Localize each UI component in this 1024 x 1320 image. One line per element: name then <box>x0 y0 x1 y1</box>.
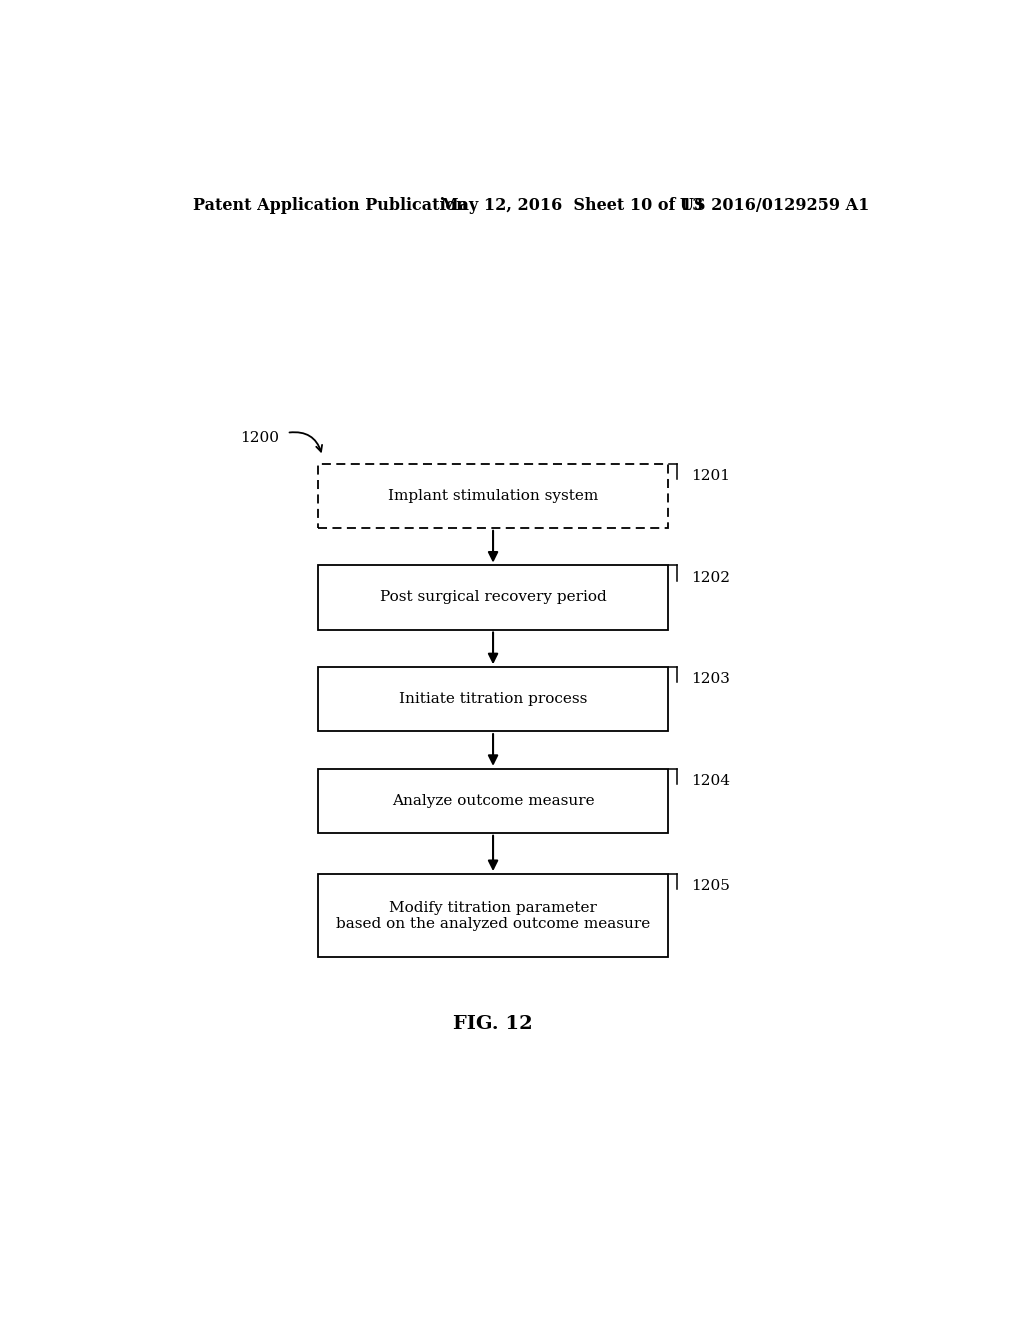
Text: US 2016/0129259 A1: US 2016/0129259 A1 <box>680 197 869 214</box>
Text: 1202: 1202 <box>691 570 730 585</box>
Text: 1204: 1204 <box>691 774 730 788</box>
Text: 1201: 1201 <box>691 469 730 483</box>
FancyBboxPatch shape <box>318 565 668 630</box>
Text: Implant stimulation system: Implant stimulation system <box>388 488 598 503</box>
Text: Analyze outcome measure: Analyze outcome measure <box>392 793 594 808</box>
Text: May 12, 2016  Sheet 10 of 13: May 12, 2016 Sheet 10 of 13 <box>441 197 703 214</box>
FancyBboxPatch shape <box>318 768 668 833</box>
Text: Post surgical recovery period: Post surgical recovery period <box>380 590 606 605</box>
Text: Patent Application Publication: Patent Application Publication <box>194 197 468 214</box>
FancyBboxPatch shape <box>318 463 668 528</box>
Text: FIG. 12: FIG. 12 <box>454 1015 532 1034</box>
Text: Initiate titration process: Initiate titration process <box>399 692 587 706</box>
Text: Modify titration parameter
based on the analyzed outcome measure: Modify titration parameter based on the … <box>336 900 650 931</box>
FancyArrowPatch shape <box>290 432 323 451</box>
FancyBboxPatch shape <box>318 874 668 957</box>
Text: 1200: 1200 <box>240 430 279 445</box>
Text: 1203: 1203 <box>691 672 730 686</box>
FancyBboxPatch shape <box>318 667 668 731</box>
Text: 1205: 1205 <box>691 879 730 894</box>
